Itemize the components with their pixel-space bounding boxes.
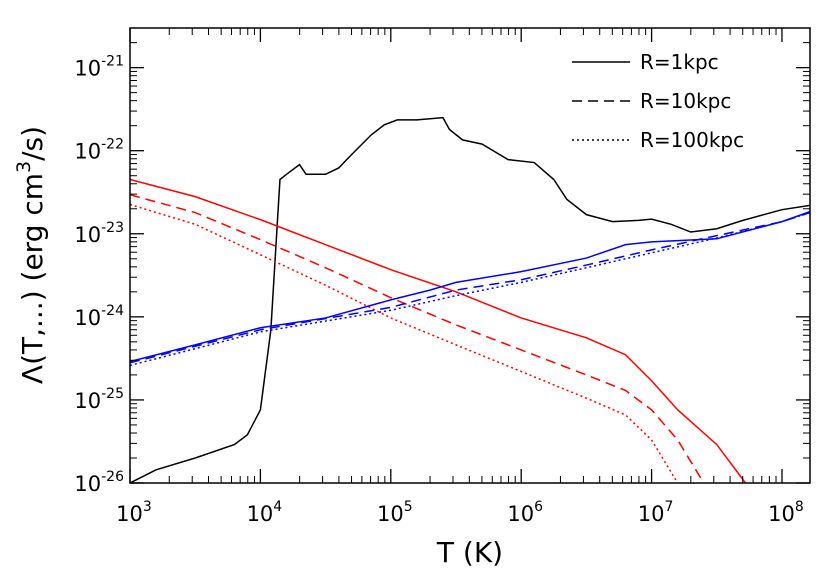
series-line <box>130 194 705 483</box>
tick-base: 10 <box>638 502 665 526</box>
tick-base: 10 <box>74 306 101 330</box>
y-axis-label-main: Λ(T,...) (erg cm <box>16 173 49 384</box>
tick-base: 10 <box>74 223 101 247</box>
tick-label: 108 <box>768 499 804 526</box>
tick-label: 10-26 <box>74 469 124 496</box>
tick-base: 10 <box>74 472 101 496</box>
x-axis-label: T (K) <box>436 536 503 569</box>
legend-label: R=100kpc <box>640 128 744 152</box>
tick-label: 10-23 <box>74 220 124 247</box>
tick-label: 107 <box>638 499 674 526</box>
tick-label: 10-24 <box>74 303 124 330</box>
tick-label: 10-21 <box>74 54 124 81</box>
tick-label: 105 <box>377 499 413 526</box>
tick-base: 10 <box>74 57 101 81</box>
series-line <box>130 210 810 363</box>
tick-exponent: -24 <box>101 303 124 319</box>
tick-exponent: 7 <box>664 499 673 515</box>
tick-base: 10 <box>768 502 795 526</box>
tick-label: 10-22 <box>74 137 124 164</box>
tick-base: 10 <box>247 502 274 526</box>
legend-label: R=10kpc <box>640 89 731 113</box>
tick-exponent: -21 <box>101 54 124 70</box>
tick-exponent: -22 <box>101 137 124 153</box>
tick-exponent: 4 <box>273 499 282 515</box>
tick-label: 10-25 <box>74 386 124 413</box>
y-axis-label: Λ(T,...) (erg cm3/s) <box>13 126 49 384</box>
tick-base: 10 <box>116 502 143 526</box>
series-line <box>130 203 679 483</box>
y-axis-label-sup: 3 <box>13 161 35 173</box>
series-line <box>130 178 747 483</box>
tick-exponent: 3 <box>143 499 152 515</box>
tick-label: 103 <box>116 499 152 526</box>
tick-exponent: -25 <box>101 386 124 402</box>
series-line <box>130 211 810 364</box>
tick-exponent: 5 <box>404 499 413 515</box>
tick-exponent: -26 <box>101 469 124 485</box>
tick-exponent: 6 <box>534 499 543 515</box>
series-line <box>130 116 810 483</box>
tick-label: 104 <box>247 499 283 526</box>
tick-base: 10 <box>377 502 404 526</box>
tick-base: 10 <box>507 502 534 526</box>
tick-label: 106 <box>507 499 543 526</box>
series-line <box>130 211 810 367</box>
axes-frame <box>129 27 811 484</box>
tick-exponent: -23 <box>101 220 124 236</box>
tick-exponent: 8 <box>795 499 804 515</box>
legend-label: R=1kpc <box>640 50 719 74</box>
tick-base: 10 <box>74 389 101 413</box>
tick-base: 10 <box>74 140 101 164</box>
y-axis-label-tail: /s) <box>16 126 49 161</box>
plot-area <box>130 116 810 483</box>
